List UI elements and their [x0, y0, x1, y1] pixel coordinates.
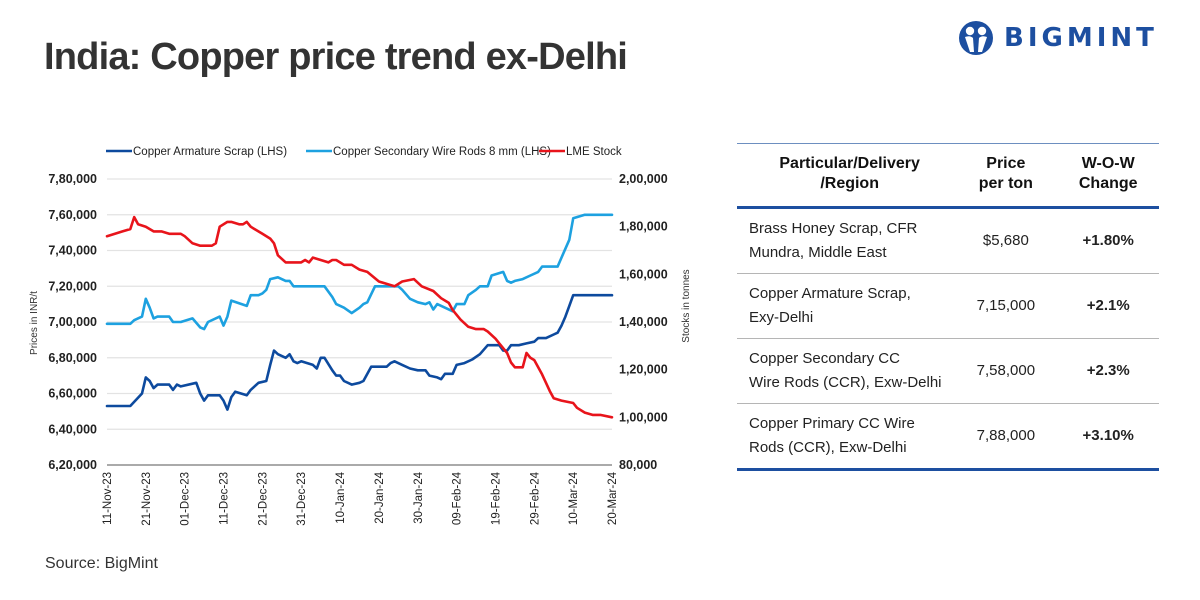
x-axis-tick-label: 21-Dec-23	[257, 472, 269, 526]
cell-line: Copper Armature Scrap,	[749, 285, 911, 302]
cell-line: Copper Secondary CC	[749, 350, 900, 367]
left-axis-tick-label: 7,00,000	[48, 315, 97, 329]
page-title: India: Copper price trend ex-Delhi	[44, 36, 628, 78]
price-trend-chart: Copper Armature Scrap (LHS) Copper Second…	[29, 146, 692, 526]
left-axis-tick-label: 7,60,000	[48, 208, 97, 222]
cell-price: 7,58,000	[954, 338, 1058, 404]
cell-change: +3.10%	[1057, 403, 1159, 471]
table-row: Brass Honey Scrap, CFR Mundra, Middle Ea…	[737, 207, 1159, 274]
chart-legend: Copper Armature Scrap (LHS) Copper Second…	[106, 146, 622, 158]
right-axis-tick-label: 1,00,000	[619, 410, 668, 424]
left-axis-tick-label: 6,60,000	[48, 387, 97, 401]
left-axis-tick-label: 6,20,000	[48, 458, 97, 472]
column-header-change: W-O-W Change	[1057, 143, 1159, 209]
series-line-1	[105, 293, 614, 411]
table-row: Copper Armature Scrap, Exy-Delhi 7,15,00…	[737, 273, 1159, 339]
cell-line: Rods (CCR), Exw-Delhi	[749, 439, 907, 456]
header-line: W-O-W	[1081, 155, 1135, 172]
x-axis-tick-label: 01-Dec-23	[180, 472, 192, 526]
cell-change: +2.3%	[1057, 338, 1159, 404]
right-axis-tick-label: 2,00,000	[619, 172, 668, 186]
cell-line: Wire Rods (CCR), Exw-Delhi	[749, 374, 942, 391]
chart-grid	[107, 178, 612, 466]
header-line: /Region	[820, 175, 879, 192]
brand-logo: BIGMINT	[958, 20, 1158, 56]
cell-price: 7,88,000	[954, 403, 1058, 471]
table-row: Copper Primary CC Wire Rods (CCR), Exw-D…	[737, 403, 1159, 471]
column-header-particular: Particular/Delivery /Region	[737, 143, 955, 209]
header-line: Price	[986, 155, 1026, 172]
cell-line: Copper Primary CC Wire	[749, 415, 915, 432]
x-axis-tick-label: 31-Dec-23	[296, 472, 308, 526]
cell-change: +2.1%	[1057, 273, 1159, 339]
left-axis-tick-label: 7,40,000	[48, 244, 97, 258]
x-axis-tick-label: 10-Jan-24	[335, 471, 347, 523]
column-header-price: Price per ton	[954, 143, 1058, 209]
cell-particular: Copper Primary CC Wire Rods (CCR), Exw-D…	[737, 403, 955, 471]
left-axis-label: Prices in INR/t	[29, 291, 40, 355]
x-axis-tick-label: 20-Jan-24	[374, 471, 386, 523]
cell-particular: Copper Armature Scrap, Exy-Delhi	[737, 273, 955, 339]
cell-price: $5,680	[954, 207, 1058, 274]
cell-line: Mundra, Middle East	[749, 244, 887, 261]
price-table: Particular/Delivery /Region Price per to…	[737, 143, 1159, 471]
source-note: Source: BigMint	[45, 555, 158, 572]
cell-line: Brass Honey Scrap, CFR	[749, 220, 918, 237]
x-axis-tick-label: 19-Feb-24	[490, 471, 502, 525]
right-axis-tick-label: 1,40,000	[619, 315, 668, 329]
legend-label-1: Copper Armature Scrap (LHS)	[133, 146, 287, 158]
legend-label-2: Copper Secondary Wire Rods 8 mm (LHS)	[333, 146, 551, 158]
series-line-3	[105, 215, 614, 419]
series-line-2	[105, 213, 614, 331]
left-axis-tick-label: 6,80,000	[48, 351, 97, 365]
left-axis-ticks: 6,20,000 6,40,000 6,60,000 6,80,000 7,00,000…	[48, 172, 97, 472]
right-axis-ticks: 80,000 1,00,000 1,20,000 1,40,000 1,60,000 1,…	[619, 172, 668, 472]
bigmint-logo-icon	[959, 21, 993, 55]
right-axis-tick-label: 1,20,000	[619, 363, 668, 377]
left-axis-tick-label: 7,20,000	[48, 279, 97, 293]
chart-series	[105, 213, 614, 419]
x-axis-tick-label: 30-Jan-24	[413, 471, 425, 523]
x-axis-tick-label: 10-Mar-24	[568, 471, 580, 525]
x-axis-ticks: 11-Nov-23 21-Nov-23 01-Dec-23 11-Dec-23 21-D…	[102, 471, 619, 525]
header-line: Change	[1078, 175, 1138, 192]
cell-line: Exy-Delhi	[749, 309, 814, 326]
x-axis-tick-label: 20-Mar-24	[607, 471, 619, 525]
x-axis-tick-label: 09-Feb-24	[452, 471, 464, 525]
x-axis-tick-label: 11-Nov-23	[102, 472, 114, 525]
table-header-row: Particular/Delivery /Region Price per to…	[737, 143, 1159, 209]
x-axis-tick-label: 29-Feb-24	[529, 471, 541, 525]
cell-change: +1.80%	[1057, 207, 1159, 274]
right-axis-tick-label: 1,60,000	[619, 267, 668, 281]
right-axis-label: Stocks in tonnes	[681, 269, 692, 342]
header-line: Particular/Delivery	[779, 155, 920, 172]
table-row: Copper Secondary CC Wire Rods (CCR), Exw…	[737, 338, 1159, 404]
x-axis-tick-label: 11-Dec-23	[219, 472, 231, 525]
x-axis-tick-label: 21-Nov-23	[141, 472, 153, 526]
cell-particular: Copper Secondary CC Wire Rods (CCR), Exw…	[737, 338, 955, 404]
right-axis-tick-label: 1,80,000	[619, 220, 668, 234]
legend-label-3: LME Stock	[566, 146, 622, 158]
brand-name: BIGMINT	[1004, 23, 1158, 53]
cell-particular: Brass Honey Scrap, CFR Mundra, Middle Ea…	[737, 207, 955, 274]
left-axis-tick-label: 7,80,000	[48, 172, 97, 186]
right-axis-tick-label: 80,000	[619, 458, 657, 472]
cell-price: 7,15,000	[954, 273, 1058, 339]
header-line: per ton	[978, 175, 1033, 192]
left-axis-tick-label: 6,40,000	[48, 422, 97, 436]
